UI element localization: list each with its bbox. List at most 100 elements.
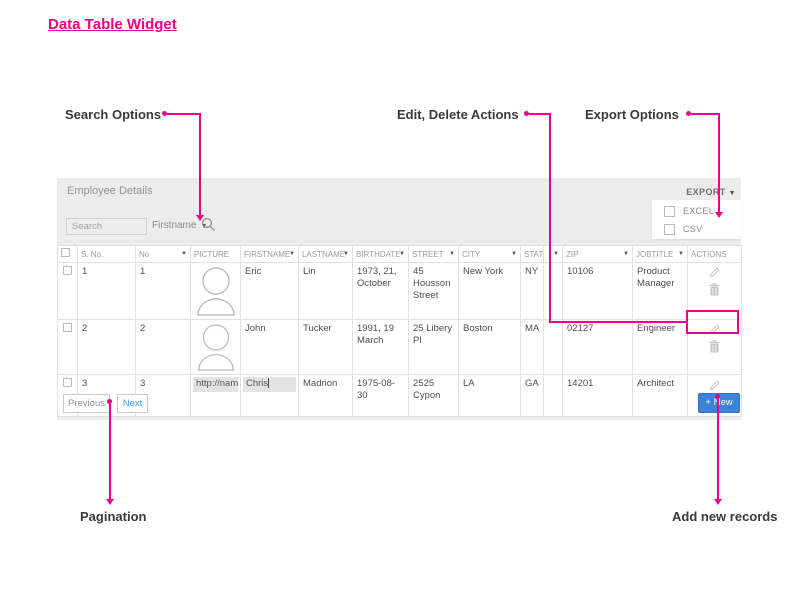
cell-spacer [543, 319, 563, 375]
filter-icon[interactable]: ▼ [553, 251, 559, 257]
row-checkbox[interactable] [63, 266, 72, 275]
cell-firstname: Chris [240, 374, 299, 417]
cell-sno: 1 [77, 262, 136, 320]
search-input[interactable] [66, 218, 147, 235]
delete-icon[interactable] [709, 340, 720, 353]
cell-firstname: Eric [240, 262, 299, 320]
cell-picture: http://nam [190, 374, 241, 417]
cell-jobtitle: Product Manager [632, 262, 688, 320]
connector-dot [107, 399, 112, 404]
add-new-button[interactable]: + New [698, 393, 740, 413]
cell-birthdate: 1991, 19 March [352, 319, 409, 375]
cell-state: MA [520, 319, 544, 375]
callout-edit-delete: Edit, Delete Actions [397, 107, 519, 122]
cell-birthdate: 1975-08-30 [352, 374, 409, 417]
cell-zip: 02127 [562, 319, 633, 375]
page-title-link[interactable]: Data Table Widget [48, 16, 177, 33]
employee-table-widget: Employee Details EXPORT▼ Firstname▼ EXCE… [57, 178, 742, 420]
callout-search-options: Search Options [65, 107, 162, 122]
export-option-label: CSV [683, 224, 703, 234]
picture-url-input[interactable]: http://nam [193, 377, 238, 392]
cell-lastname: Lin [298, 262, 353, 320]
table-row: 1 1 Eric Lin 1973, 21, October 45 Housso… [57, 262, 742, 320]
cell-sno: 2 [77, 319, 136, 375]
checkbox[interactable] [664, 205, 675, 217]
col-header-birthdate: BIRTHDATE ▼ [352, 245, 409, 263]
search-field-select[interactable]: Firstname ▼ [152, 220, 207, 231]
cell-picture [190, 319, 241, 375]
cell-jobtitle: Architect [632, 374, 688, 417]
avatar-icon [198, 324, 234, 371]
connector-dot [715, 394, 720, 399]
avatar-icon [197, 267, 235, 316]
connector-arrow [106, 499, 114, 505]
connector-line [691, 113, 719, 115]
edit-icon[interactable] [708, 266, 721, 279]
connector-dot [686, 111, 691, 116]
export-option-csv[interactable]: CSV [664, 223, 702, 235]
col-header-zip: ZIP ▼ [562, 245, 633, 263]
col-header-actions: ACTIONS [687, 245, 742, 263]
cell-city: Boston [458, 319, 521, 375]
row-checkbox[interactable] [63, 323, 72, 332]
filter-icon[interactable]: ▼ [511, 251, 517, 257]
cell-jobtitle: Engineer [632, 319, 688, 375]
cell-zip: 14201 [562, 374, 633, 417]
callout-add-new-records: Add new records [672, 509, 778, 524]
export-dropdown-toggle[interactable]: EXPORT ▼ [686, 187, 736, 197]
connector-dot [162, 111, 167, 116]
firstname-input[interactable]: Chris [243, 377, 296, 392]
checkbox[interactable] [664, 223, 675, 235]
filter-icon[interactable]: ▼ [181, 251, 187, 257]
filter-icon[interactable]: ▼ [399, 251, 405, 257]
callout-pagination: Pagination [80, 509, 147, 524]
cell-spacer [543, 374, 563, 417]
table-header-row: S. No. No ▼ PICTURE FIRSTNAME ▼ LASTNAME ▼ … [57, 245, 742, 263]
connector-line [109, 404, 111, 499]
connector-line [529, 113, 550, 115]
cell-street: 45 Housson Street [408, 262, 459, 320]
next-button[interactable]: Next [117, 394, 148, 413]
cell-birthdate: 1973, 21, October [352, 262, 409, 320]
employee-table: S. No. No ▼ PICTURE FIRSTNAME ▼ LASTNAME ▼ … [57, 245, 742, 417]
cell-city: LA [458, 374, 521, 417]
cell-no: 2 [135, 319, 191, 375]
export-label: EXPORT [686, 187, 726, 197]
cell-street: 25 Libery Pl [408, 319, 459, 375]
col-header-picture: PICTURE [190, 245, 241, 263]
text-cursor [268, 378, 270, 389]
filter-icon[interactable]: ▼ [343, 251, 349, 257]
col-header-firstname: FIRSTNAME ▼ [240, 245, 299, 263]
cell-firstname: John [240, 319, 299, 375]
connector-line [717, 399, 719, 499]
cell-spacer [543, 262, 563, 320]
search-icon[interactable] [201, 217, 216, 232]
connector-line [718, 113, 720, 212]
connector-line [549, 113, 551, 322]
filter-icon[interactable]: ▼ [449, 251, 455, 257]
row-checkbox[interactable] [63, 378, 72, 387]
cell-city: New York [458, 262, 521, 320]
widget-title: Employee Details [67, 185, 153, 197]
cell-no: 1 [135, 262, 191, 320]
previous-button[interactable]: Previous [63, 394, 110, 413]
col-header-sno: S. No. [77, 245, 136, 263]
edit-icon[interactable] [708, 379, 721, 392]
cell-state: GA [520, 374, 544, 417]
filter-icon[interactable]: ▼ [289, 251, 295, 257]
export-option-excel[interactable]: EXCEL [664, 205, 714, 217]
cell-street: 2525 Cypon [408, 374, 459, 417]
select-all-checkbox[interactable] [61, 248, 70, 257]
export-option-label: EXCEL [683, 206, 715, 216]
actions-highlight-rect [686, 310, 739, 334]
filter-icon[interactable]: ▼ [678, 251, 684, 257]
connector-arrow [714, 499, 722, 505]
search-field-value: Firstname [152, 220, 197, 231]
col-header-spacer: ▼ [543, 245, 563, 263]
filter-icon[interactable]: ▼ [623, 251, 629, 257]
col-header-street: STREET ▼ [408, 245, 459, 263]
cell-lastname: Tucker [298, 319, 353, 375]
connector-line [549, 321, 687, 323]
delete-icon[interactable] [709, 283, 720, 296]
